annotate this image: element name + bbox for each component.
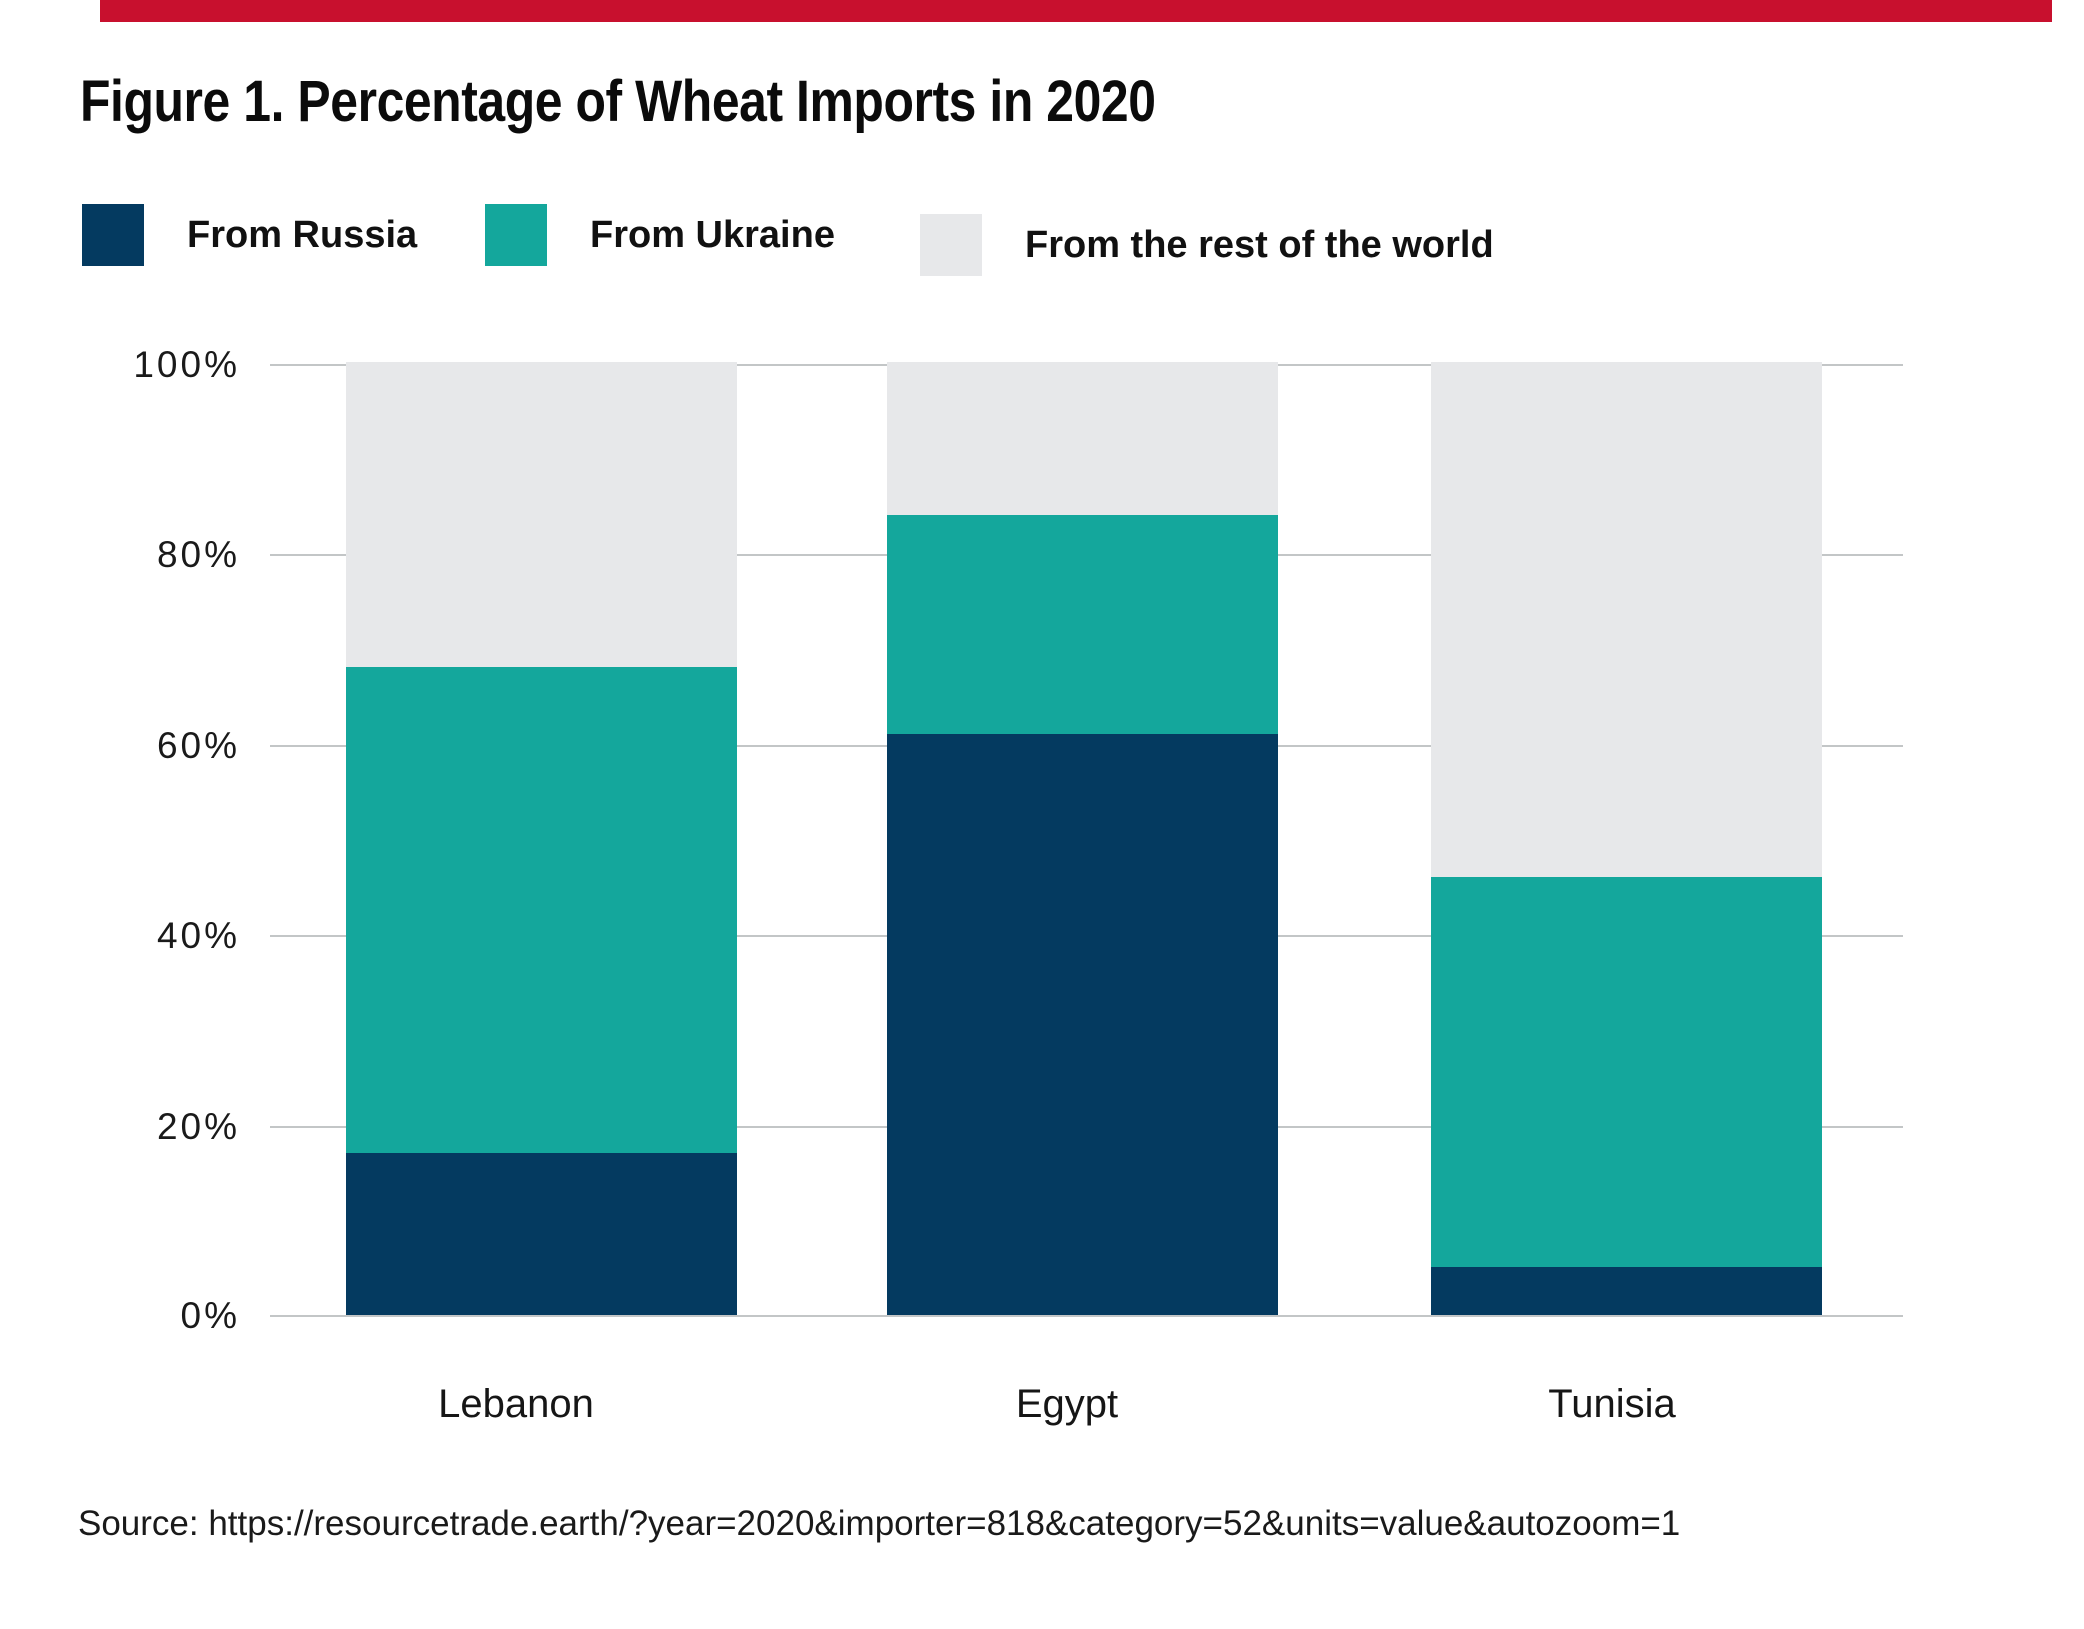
y-axis-tick-0: 0% xyxy=(180,1295,240,1336)
category-label-egypt: Egypt xyxy=(1015,1382,1119,1426)
bar-segment-tunisia-rest xyxy=(1431,362,1822,877)
legend-swatch-russia xyxy=(82,204,144,266)
category-label-lebanon: Lebanon xyxy=(438,1382,594,1426)
y-axis-tick-40: 40% xyxy=(156,915,240,956)
y-axis-tick-80: 80% xyxy=(156,534,240,575)
bar-egypt xyxy=(887,362,1278,1315)
category-label-tunisia: Tunisia xyxy=(1548,1382,1676,1426)
bar-segment-egypt-russia xyxy=(887,733,1278,1315)
bar-tunisia xyxy=(1431,362,1822,1315)
legend-label-ukraine: From Ukraine xyxy=(590,213,835,256)
legend-item-russia: From Russia xyxy=(82,204,417,266)
legend-swatch-rest-of-world xyxy=(920,214,982,276)
bar-segment-egypt-rest xyxy=(887,362,1278,515)
top-accent-bar xyxy=(100,0,2052,22)
legend-item-ukraine: From Ukraine xyxy=(485,204,835,266)
source-citation: Source: https://resourcetrade.earth/?yea… xyxy=(78,1504,1681,1543)
y-axis-tick-20: 20% xyxy=(156,1106,240,1147)
chart-plot-area xyxy=(270,362,1903,1317)
bar-segment-egypt-ukraine xyxy=(887,514,1278,734)
y-axis-tick-60: 60% xyxy=(156,725,240,766)
bar-segment-lebanon-russia xyxy=(346,1153,737,1315)
y-axis-tick-100: 100% xyxy=(133,344,240,385)
figure-title: Figure 1. Percentage of Wheat Imports in… xyxy=(80,69,1156,134)
bar-lebanon xyxy=(346,362,737,1315)
legend-item-rest-of-world: From the rest of the world xyxy=(920,214,1494,276)
bar-segment-lebanon-rest xyxy=(346,362,737,667)
legend-label-russia: From Russia xyxy=(187,213,418,256)
bar-segment-lebanon-ukraine xyxy=(346,667,737,1153)
legend-label-rest-of-world: From the rest of the world xyxy=(1025,223,1494,266)
gridline-0-baseline xyxy=(270,1315,1903,1317)
bar-segment-tunisia-russia xyxy=(1431,1267,1822,1315)
legend-swatch-ukraine xyxy=(485,204,547,266)
bar-segment-tunisia-ukraine xyxy=(1431,876,1822,1268)
